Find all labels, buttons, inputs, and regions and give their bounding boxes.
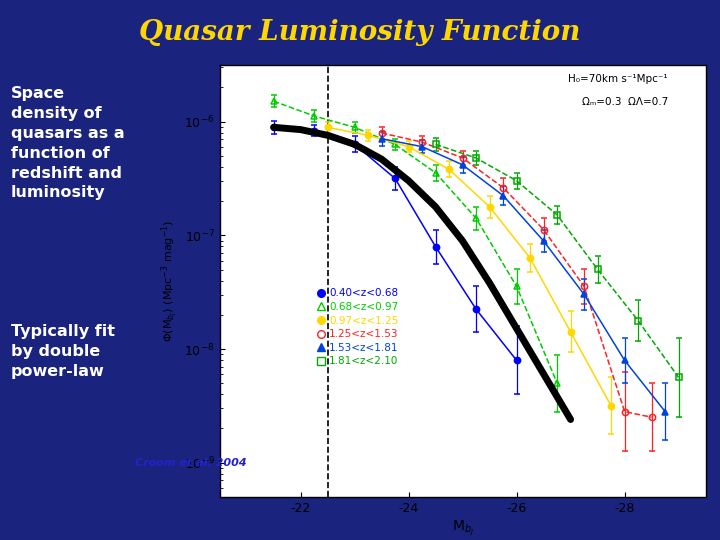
Text: Ωₘ=0.3  ΩΛ=0.7: Ωₘ=0.3 ΩΛ=0.7 — [582, 97, 668, 106]
Text: H₀=70km s⁻¹Mpc⁻¹: H₀=70km s⁻¹Mpc⁻¹ — [568, 74, 668, 84]
Y-axis label: Φ(M$_{b_J}$) (Mpc$^{-3}$ mag$^{-1}$): Φ(M$_{b_J}$) (Mpc$^{-3}$ mag$^{-1}$) — [160, 220, 180, 342]
Text: Quasar Luminosity Function: Quasar Luminosity Function — [139, 19, 581, 46]
X-axis label: M$_{b_J}$: M$_{b_J}$ — [451, 519, 474, 537]
Text: Croom et al. 2004: Croom et al. 2004 — [135, 458, 246, 468]
Legend: 0.40<z<0.68, 0.68<z<0.97, 0.97<z<1.25, 1.25<z<1.53, 1.53<z<1.81, 1.81<z<2.10: 0.40<z<0.68, 0.68<z<0.97, 0.97<z<1.25, 1… — [312, 284, 402, 370]
Text: Typically fit
by double
power-law: Typically fit by double power-law — [11, 324, 114, 379]
Text: Space
density of
quasars as a
function of
redshift and
luminosity: Space density of quasars as a function o… — [11, 86, 125, 200]
